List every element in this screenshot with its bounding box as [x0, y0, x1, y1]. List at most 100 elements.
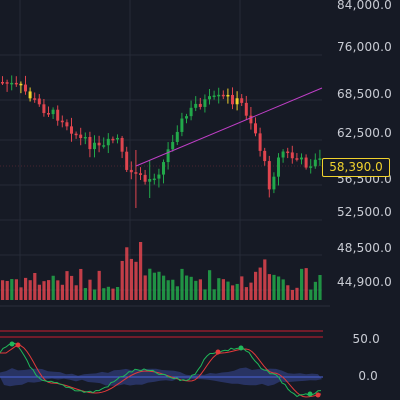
candle — [313, 159, 317, 167]
crossover-dot — [315, 392, 321, 398]
candle — [1, 82, 4, 84]
candle — [286, 151, 290, 154]
volume-bar — [244, 287, 248, 300]
volume-bars — [1, 242, 322, 300]
volume-bar — [134, 261, 138, 300]
candle — [175, 131, 179, 142]
candle — [240, 98, 244, 103]
candle — [143, 174, 147, 182]
candle — [258, 133, 262, 151]
volume-bar — [83, 288, 87, 300]
candle — [231, 94, 234, 105]
volume-bar — [1, 280, 5, 300]
oscillator-fill — [0, 367, 322, 387]
volume-bar — [258, 267, 262, 300]
candle — [42, 104, 46, 114]
candle — [281, 151, 285, 158]
candle — [88, 136, 92, 150]
volume-bar — [42, 281, 46, 300]
candle — [180, 118, 184, 132]
volume-bar — [120, 260, 124, 300]
candle — [157, 174, 161, 179]
volume-bar — [143, 275, 147, 300]
volume-bar — [148, 268, 152, 300]
candle — [24, 84, 27, 92]
candle — [300, 157, 303, 160]
current-price-badge: 58,390.0 — [322, 158, 390, 177]
volume-bar — [79, 268, 83, 300]
candle — [129, 169, 133, 173]
crossover-dots — [9, 341, 321, 398]
volume-bar — [139, 242, 143, 300]
volume-bar — [300, 268, 304, 300]
candle — [226, 94, 230, 97]
candle — [272, 176, 276, 190]
candle — [134, 172, 138, 174]
volume-bar — [194, 280, 198, 300]
candle — [185, 116, 188, 119]
candle — [249, 115, 253, 124]
volume-bar — [166, 280, 170, 300]
oscillator-axis-label: 0.0 — [358, 369, 378, 383]
candle — [111, 138, 115, 141]
volume-bar — [14, 279, 18, 300]
candle — [116, 137, 119, 140]
candle — [125, 151, 129, 170]
volume-bar — [295, 287, 299, 300]
volume-bar — [56, 280, 60, 300]
candle — [5, 82, 9, 84]
volume-bar — [240, 276, 244, 300]
volume-bar — [24, 277, 28, 300]
volume-bar — [125, 247, 129, 300]
volume-bar — [10, 279, 14, 300]
volume-bar — [171, 279, 175, 300]
trend-line[interactable] — [135, 87, 323, 167]
price-axis-label: 76,000.0 — [336, 40, 392, 54]
volume-bar — [74, 285, 78, 300]
volume-bar — [254, 271, 258, 300]
volume-bar — [304, 268, 308, 300]
volume-bar — [180, 268, 184, 300]
volume-bar — [313, 281, 317, 300]
candle — [65, 122, 69, 127]
volume-bar — [309, 289, 313, 300]
volume-bar — [116, 286, 120, 300]
stochastic-d-line — [0, 344, 322, 398]
candle — [47, 113, 50, 115]
volume-bar — [318, 275, 322, 300]
volume-bar — [175, 286, 179, 300]
volume-bar — [212, 289, 216, 300]
volume-bar — [189, 276, 193, 300]
candle — [10, 82, 14, 85]
crossover-dot — [15, 342, 21, 348]
candle — [70, 126, 73, 134]
volume-bar — [28, 280, 32, 300]
volume-bar — [290, 289, 294, 300]
candle — [221, 94, 225, 97]
volume-bar — [106, 286, 110, 300]
volume-bar — [185, 275, 189, 300]
candle — [28, 91, 32, 99]
candle — [217, 94, 221, 97]
price-axis-label: 68,500.0 — [336, 87, 392, 101]
crossover-dot — [307, 391, 313, 397]
volume-bar — [111, 288, 115, 300]
volume-bar — [208, 270, 212, 300]
volume-bar — [277, 276, 281, 300]
volume-bar — [231, 285, 235, 300]
volume-bar — [267, 274, 271, 300]
candle — [102, 145, 106, 147]
volume-bar — [70, 275, 74, 300]
candle — [254, 123, 257, 134]
candle — [97, 142, 101, 146]
volume-bar — [217, 278, 221, 300]
candle — [194, 103, 198, 108]
volume-bar — [198, 279, 202, 300]
volume-bar — [221, 279, 225, 300]
volume-bar — [60, 284, 64, 300]
stochastic-k-line — [0, 342, 322, 398]
volume-bar — [93, 289, 97, 300]
candle — [162, 162, 165, 175]
candle — [290, 152, 294, 159]
